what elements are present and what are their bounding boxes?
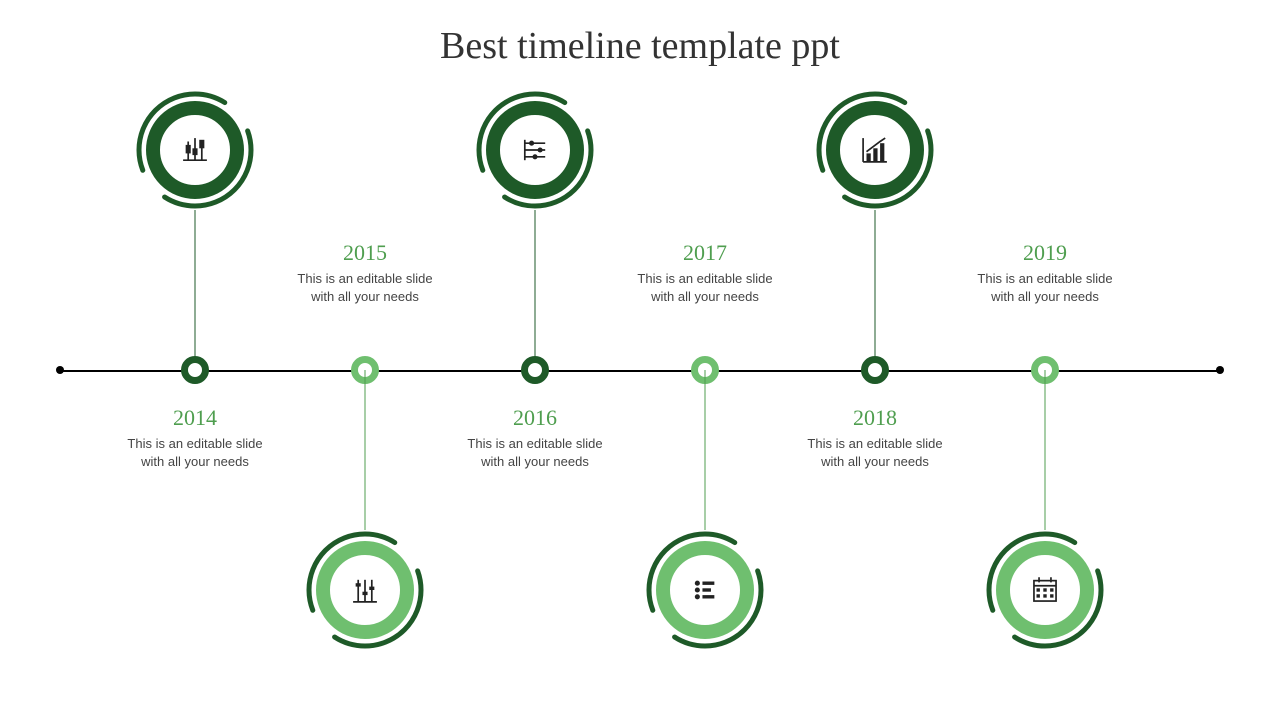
milestone-description: This is an editable slide with all your … [285,270,445,305]
connector-top [195,210,196,370]
timeline-node-2018 [861,356,889,384]
year-label: 2018 [795,405,955,431]
year-label: 2014 [115,405,275,431]
year-label: 2015 [285,240,445,266]
milestone-description: This is an editable slide with all your … [455,435,615,470]
slider-eq-icon [305,530,425,650]
year-label: 2019 [965,240,1125,266]
slide-title: Best timeline template ppt [0,24,1280,68]
milestone-description: This is an editable slide with all your … [115,435,275,470]
milestone-description: This is an editable slide with all your … [625,270,785,305]
milestone-description: This is an editable slide with all your … [965,270,1125,305]
slider-h-icon [475,90,595,210]
list-dots-icon [645,530,765,650]
connector-top [535,210,536,370]
bar-growth-icon [815,90,935,210]
calendar-grid-icon [985,530,1105,650]
timeline-node-2016 [521,356,549,384]
connector-bottom [1045,370,1046,530]
connector-top [875,210,876,370]
axis-endpoint-left [56,366,64,374]
timeline-node-2014 [181,356,209,384]
connector-bottom [365,370,366,530]
axis-endpoint-right [1216,366,1224,374]
connector-bottom [705,370,706,530]
year-label: 2017 [625,240,785,266]
milestone-description: This is an editable slide with all your … [795,435,955,470]
candlestick-icon [135,90,255,210]
year-label: 2016 [455,405,615,431]
slide-stage: { "title": "Best timeline template ppt",… [0,0,1280,720]
